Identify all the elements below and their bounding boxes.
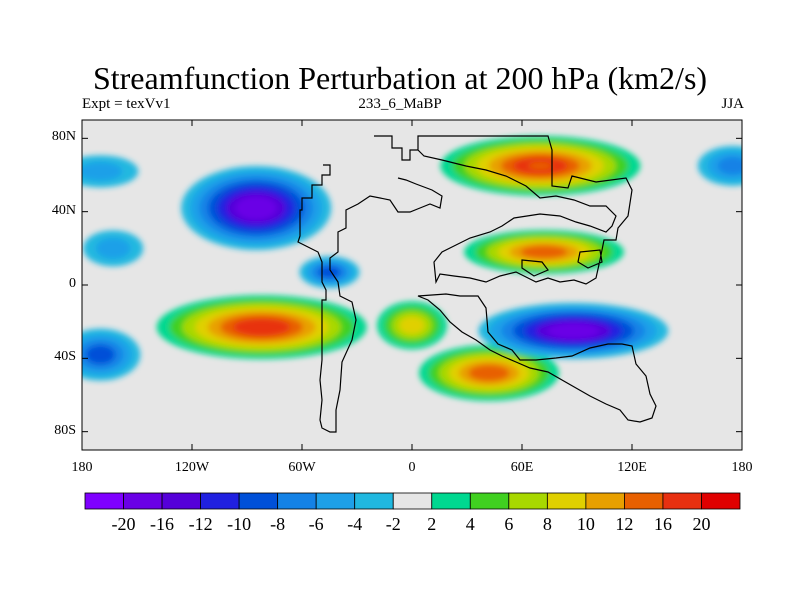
x-tick-label: 60E [510, 460, 534, 475]
y-tick-label: 40N [51, 202, 76, 218]
colorbar-swatch [84, 492, 124, 510]
contour-core-north-pacific-low [95, 169, 105, 174]
colorbar-label: -2 [385, 514, 401, 534]
colorbar-swatch [701, 492, 741, 510]
contour-core-eurasia-high [528, 162, 553, 170]
colorbar-label: 8 [542, 514, 552, 534]
field-tibetan-high [464, 230, 624, 274]
continent-outline [297, 135, 657, 433]
colorbar-swatch [624, 492, 664, 510]
contour-core-indian-ocean-low [561, 327, 585, 335]
contour-core-atlantic-southern-low [95, 351, 106, 358]
chart-title: Streamfunction Perturbation at 200 hPa (… [92, 60, 708, 96]
colorbar-label: 2 [427, 514, 437, 534]
x-tick-label: 120E [617, 460, 647, 475]
colorbar-swatch [469, 492, 510, 510]
colorbar-swatch [277, 492, 317, 510]
colorbar-label: 10 [576, 514, 595, 534]
field-atlantic-low [83, 230, 144, 267]
field-gulf-mexico-trough [299, 256, 360, 289]
colorbar-label: 16 [653, 514, 672, 534]
colorbar-label: 4 [465, 514, 475, 534]
colorbar-swatch [354, 492, 394, 510]
colorbar-swatch [392, 492, 433, 510]
experiment-label: Expt = texVv1 [82, 96, 171, 112]
y-tick-label: 80S [54, 422, 76, 438]
contour-core-south-africa-high [407, 322, 417, 329]
colorbar-label: -8 [270, 514, 286, 534]
x-tick-label: 0 [408, 460, 416, 475]
colorbar-swatch [315, 492, 356, 510]
x-tick-label: 120W [174, 460, 210, 475]
colorbar-swatch [161, 492, 201, 510]
colorbar-swatch [238, 492, 279, 510]
colorbar-label: -10 [227, 514, 252, 534]
colorbar-swatch [200, 492, 240, 510]
colorbar-swatch [123, 492, 163, 510]
colorbar-label: 6 [504, 514, 514, 534]
x-tick-label: 180 [731, 460, 753, 475]
field-atlantic-southern-low [82, 328, 141, 381]
contour-core-north-america-trough [247, 202, 266, 214]
colorbar-label: -16 [150, 514, 175, 534]
case-label: 233_6_MaBP [358, 96, 442, 112]
colorbar-swatch [585, 492, 625, 510]
colorbar-label: -12 [188, 514, 213, 534]
y-tick-label: 0 [69, 276, 76, 291]
y-tick-label: 40S [54, 349, 76, 365]
field-eurasia-high [440, 135, 641, 196]
season-label: JJA [721, 96, 744, 112]
plot-background [82, 120, 742, 450]
field-south-africa-high [377, 301, 447, 350]
contour-core-tibetan-high [534, 249, 554, 255]
colorbar-label: 20 [692, 514, 711, 534]
field-south-pacific-high [156, 295, 367, 360]
field-north-pacific-low [82, 155, 139, 188]
colorbar-label: -6 [308, 514, 324, 534]
colorbar-swatch [508, 492, 548, 510]
colorbar-swatch [431, 492, 471, 510]
x-tick-label: 180 [71, 460, 93, 475]
contour-core-north-pacific-east-low [728, 163, 738, 169]
colorbar-label: -4 [347, 514, 363, 534]
colorbar-swatch [662, 492, 702, 510]
colorbar-swatch [546, 492, 587, 510]
field-indian-ocean-low [478, 302, 669, 359]
field-north-america-trough [181, 166, 332, 250]
x-tick-label: 60W [288, 460, 316, 475]
contour-core-south-pacific-high [249, 323, 275, 332]
contour-core-south-atlantic-high [480, 369, 498, 377]
y-tick-label: 80N [51, 129, 76, 145]
colorbar-label: -20 [111, 514, 136, 534]
colorbar-label: 12 [615, 514, 634, 534]
field-south-atlantic-high [419, 345, 559, 401]
contour-core-atlantic-low [109, 246, 117, 251]
field-north-pacific-east-low [697, 145, 742, 186]
